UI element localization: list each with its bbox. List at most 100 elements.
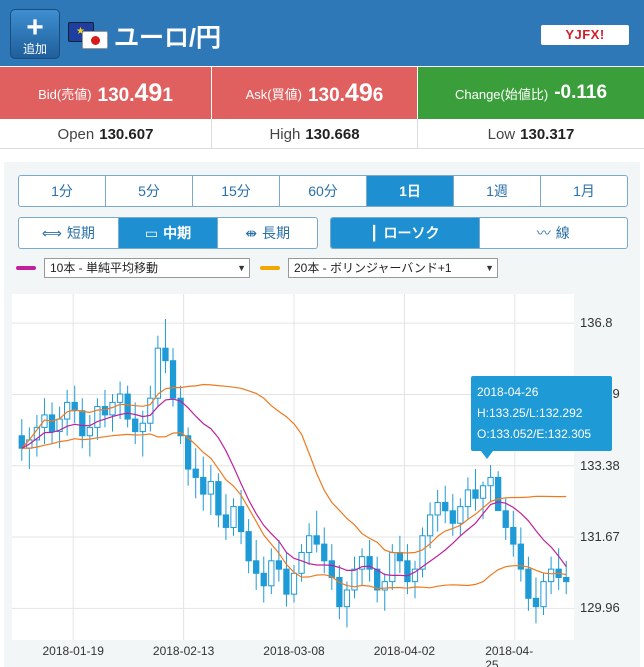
tab-timeframe-3[interactable]: 60分: [280, 176, 367, 206]
app-header: + 追加 ユーロ/円 YJFX!: [0, 0, 644, 66]
tab-short-term[interactable]: ⟺ 短期: [19, 218, 119, 248]
candle-body[interactable]: [343, 589, 351, 608]
candle-body[interactable]: [479, 485, 487, 499]
candle-body[interactable]: [426, 514, 434, 537]
candle-body[interactable]: [275, 560, 283, 570]
candle-body[interactable]: [207, 481, 214, 495]
candle-body[interactable]: [18, 435, 25, 449]
candle-body[interactable]: [177, 397, 184, 437]
candle-body[interactable]: [101, 406, 109, 416]
candle-body[interactable]: [495, 476, 502, 512]
candle-body[interactable]: [563, 576, 570, 583]
tab-timeframe-2[interactable]: 15分: [193, 176, 280, 206]
candle-body[interactable]: [132, 418, 139, 433]
bid-rate[interactable]: Bid(売値) 130.491: [0, 67, 212, 119]
candle-body[interactable]: [48, 414, 56, 433]
currency-pair-title: ユーロ/円: [114, 24, 221, 52]
candle-body[interactable]: [411, 568, 419, 583]
add-button[interactable]: + 追加: [10, 9, 60, 59]
candle-body[interactable]: [116, 393, 124, 403]
candle-body[interactable]: [449, 510, 456, 524]
candle-body[interactable]: [162, 347, 169, 362]
candle-body[interactable]: [502, 510, 509, 528]
candle-body[interactable]: [313, 535, 320, 545]
indicator-2-select[interactable]: 20本 - ボリンジャーバンド+1 ▼: [288, 258, 498, 278]
tab-timeframe-5[interactable]: 1週: [454, 176, 541, 206]
yjfx-logo: YJFX!: [541, 25, 629, 45]
candle-body[interactable]: [381, 581, 388, 591]
tab-timeframe-0[interactable]: 1分: [19, 176, 106, 206]
indicator-1-select[interactable]: 10本 - 単純平均移動 ▼: [44, 258, 250, 278]
candle-body[interactable]: [404, 560, 411, 583]
candle-body[interactable]: [472, 489, 479, 499]
chart-svg[interactable]: [12, 294, 574, 640]
candle-body[interactable]: [540, 581, 547, 608]
candle-body[interactable]: [147, 397, 154, 424]
candle-body[interactable]: [215, 481, 222, 516]
candle-body[interactable]: [260, 572, 267, 587]
bollinger-upper-line: [21, 383, 567, 554]
candle-body[interactable]: [464, 489, 472, 508]
candle-body[interactable]: [532, 597, 540, 608]
tab-long-term[interactable]: ⇼ 長期: [245, 224, 291, 242]
candle-body[interactable]: [517, 543, 524, 570]
candle-body[interactable]: [442, 501, 449, 512]
bid-value: 130.491: [97, 78, 173, 107]
tab-line[interactable]: 〰線: [536, 225, 570, 241]
candle-body[interactable]: [336, 576, 343, 608]
candle-body[interactable]: [268, 560, 275, 587]
candle-body[interactable]: [283, 568, 290, 595]
indicator-1: 10本 - 単純平均移動 ▼: [16, 258, 250, 278]
candle-body[interactable]: [253, 560, 260, 574]
candle-body[interactable]: [230, 506, 237, 528]
high-stat: High 130.668: [212, 119, 418, 149]
candle-body[interactable]: [79, 410, 86, 437]
candle-body[interactable]: [321, 543, 328, 562]
candle-body[interactable]: [525, 568, 532, 599]
candle-body[interactable]: [94, 406, 101, 428]
ask-value: 130.496: [307, 78, 384, 107]
candle-body[interactable]: [457, 506, 464, 524]
candle-body[interactable]: [366, 556, 373, 570]
candle-body[interactable]: [305, 535, 313, 553]
candle-body[interactable]: [328, 560, 335, 578]
plus-icon: +: [26, 11, 44, 44]
candle-body[interactable]: [419, 535, 426, 570]
tab-mid-term[interactable]: ▭ 中期: [118, 218, 219, 248]
candle-body[interactable]: [351, 568, 358, 591]
candle-body[interactable]: [139, 422, 146, 433]
tab-timeframe-1[interactable]: 5分: [106, 176, 193, 206]
candle-body[interactable]: [64, 401, 71, 420]
candle-body[interactable]: [222, 514, 230, 528]
candle-body[interactable]: [510, 526, 517, 545]
tab-candlestick[interactable]: ┃ ローソク: [331, 218, 480, 248]
candle-body[interactable]: [389, 551, 396, 583]
candle-body[interactable]: [358, 556, 366, 570]
candle-body[interactable]: [237, 506, 245, 533]
tab-timeframe-6[interactable]: 1月: [573, 183, 595, 199]
candle-body[interactable]: [71, 401, 78, 412]
candle-body[interactable]: [169, 360, 177, 399]
candle-body[interactable]: [547, 568, 555, 583]
ask-rate[interactable]: Ask(買値) 130.496: [212, 67, 418, 119]
candle-body[interactable]: [184, 435, 192, 470]
candle-body[interactable]: [200, 476, 207, 495]
candle-body[interactable]: [487, 476, 494, 487]
candle-body[interactable]: [396, 551, 404, 562]
candle-body[interactable]: [434, 501, 441, 516]
y-tick-label: 129.96: [580, 600, 620, 616]
tab-timeframe-4[interactable]: 1日: [367, 176, 454, 206]
candle-body[interactable]: [192, 468, 199, 478]
candle-body[interactable]: [245, 531, 252, 562]
price-chart[interactable]: [12, 294, 574, 640]
candle-body[interactable]: [124, 393, 131, 420]
candle-body[interactable]: [374, 568, 381, 591]
candle-body[interactable]: [298, 551, 305, 574]
candle-body[interactable]: [86, 426, 93, 437]
indicator-2: 20本 - ボリンジャーバンド+1 ▼: [260, 258, 498, 278]
x-tick-label: 2018-01-19: [42, 644, 104, 658]
candle-body[interactable]: [154, 347, 162, 399]
candle-body[interactable]: [290, 572, 298, 595]
candle-body[interactable]: [41, 414, 48, 428]
indicator-1-swatch: [16, 266, 36, 270]
